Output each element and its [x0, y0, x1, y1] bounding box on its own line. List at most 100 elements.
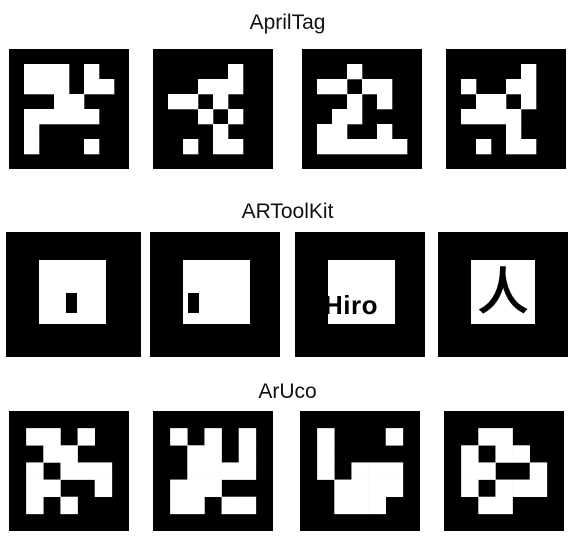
marker-cell [69, 109, 85, 125]
marker-cell [94, 462, 113, 480]
marker-cell [461, 445, 479, 463]
marker-cell [39, 79, 55, 95]
marker-cell [529, 479, 548, 498]
marker-cell [26, 496, 44, 515]
marker-cell [26, 479, 44, 498]
marker-pattern-block [188, 293, 199, 313]
marker-cell [60, 462, 78, 480]
marker-cell [362, 79, 378, 95]
marker-cell [478, 496, 496, 515]
marker-cell [170, 479, 188, 498]
marker-cell [187, 462, 205, 480]
marker-cell [24, 109, 40, 125]
artoolkit-marker-hiro: Hiro [295, 232, 425, 357]
marker-cell [478, 428, 496, 446]
marker-cell [476, 109, 492, 125]
marker-cell [392, 139, 408, 155]
marker-cell [334, 479, 352, 498]
marker-cell [495, 428, 513, 446]
marker-cell [84, 109, 100, 125]
marker-cell [495, 445, 513, 463]
marker-cell [99, 79, 115, 95]
marker-cell [69, 94, 85, 110]
marker-cell [24, 79, 40, 95]
marker-cell [362, 139, 378, 155]
marker-cell [461, 79, 477, 95]
marker-cell [521, 94, 537, 110]
marker-cell [204, 445, 222, 463]
marker-cell [60, 496, 78, 515]
marker-cell [377, 124, 393, 140]
marker-cell [204, 462, 222, 480]
marker-cell [228, 109, 244, 125]
apriltag-marker-1 [9, 49, 129, 169]
marker-cell [347, 94, 363, 110]
marker-cell [347, 109, 363, 125]
marker-cell [332, 139, 348, 155]
marker-cell [368, 479, 387, 498]
marker-cell [317, 139, 333, 155]
marker-cell [24, 139, 40, 155]
marker-cell [495, 496, 513, 515]
marker-cell [54, 94, 70, 110]
marker-cell [461, 462, 479, 480]
marker-cell [461, 109, 477, 125]
marker-cell [24, 64, 40, 80]
marker-cell [491, 109, 507, 125]
aruco-marker-2 [153, 411, 273, 531]
marker-cell [506, 109, 522, 125]
artoolkit-marker-kanji: 人 [438, 232, 568, 357]
marker-cell [213, 124, 229, 140]
marker-cell [385, 479, 404, 498]
marker-cell [54, 64, 70, 80]
marker-cell [84, 64, 100, 80]
marker-cell [84, 79, 100, 95]
marker-cell [506, 124, 522, 140]
marker-cell [198, 79, 214, 95]
marker-cell [385, 462, 404, 480]
marker-cell [60, 445, 78, 463]
marker-cell [461, 479, 479, 498]
marker-cell [521, 64, 537, 80]
marker-cell [317, 445, 335, 463]
marker-cell [317, 124, 333, 140]
marker-cell [476, 94, 492, 110]
marker-white-area: Hiro [324, 260, 395, 324]
marker-cell [54, 79, 70, 95]
aruco-marker-4 [444, 411, 564, 531]
artoolkit-marker-1 [6, 232, 141, 357]
marker-cell [43, 428, 61, 446]
marker-cell [238, 428, 257, 446]
marker-cell [385, 428, 404, 446]
marker-cell [39, 64, 55, 80]
marker-cell [377, 79, 393, 95]
marker-cell [238, 445, 257, 463]
marker-cell [43, 445, 61, 463]
marker-cell [228, 79, 244, 95]
marker-cell [317, 79, 333, 95]
marker-cell [521, 79, 537, 95]
marker-cell [495, 479, 513, 498]
apriltag-marker-2 [153, 49, 273, 169]
marker-white-area [39, 260, 106, 324]
marker-cell [238, 462, 257, 480]
hiro-label: Hiro [324, 290, 378, 320]
marker-cell [198, 109, 214, 125]
marker-cell [351, 462, 369, 480]
marker-cell [491, 94, 507, 110]
marker-cell [317, 428, 335, 446]
marker-cell [506, 79, 522, 95]
marker-cell [26, 428, 44, 446]
marker-cell [213, 94, 229, 110]
marker-cell [228, 64, 244, 80]
marker-cell [43, 479, 61, 498]
marker-cell [478, 462, 496, 480]
marker-cell [368, 462, 387, 480]
marker-cell [77, 462, 96, 480]
aruco-marker-3 [300, 411, 420, 531]
marker-cell [187, 445, 205, 463]
marker-cell [347, 139, 363, 155]
marker-cell [213, 79, 229, 95]
marker-cell [476, 139, 492, 155]
marker-cell [204, 479, 222, 498]
